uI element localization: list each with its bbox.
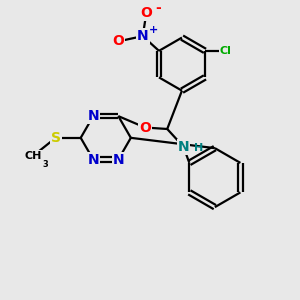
Text: O: O bbox=[139, 121, 151, 134]
Text: +: + bbox=[149, 25, 158, 34]
Text: -: - bbox=[155, 1, 161, 14]
Text: N: N bbox=[137, 29, 148, 43]
Text: 3: 3 bbox=[42, 160, 48, 169]
Text: N: N bbox=[87, 109, 99, 123]
Text: O: O bbox=[112, 34, 124, 47]
Text: CH: CH bbox=[25, 151, 42, 160]
Text: N: N bbox=[87, 152, 99, 167]
Text: O: O bbox=[140, 6, 152, 20]
Text: N: N bbox=[112, 152, 124, 167]
Text: Cl: Cl bbox=[220, 46, 232, 56]
Text: S: S bbox=[51, 131, 61, 145]
Text: H: H bbox=[194, 143, 203, 153]
Text: N: N bbox=[178, 140, 189, 154]
